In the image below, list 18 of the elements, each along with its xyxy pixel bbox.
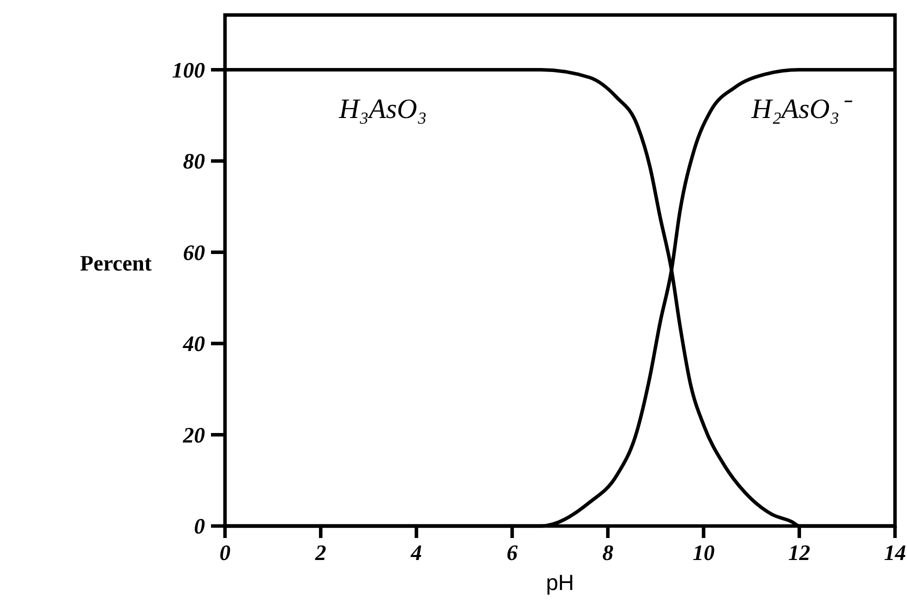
x-tick-label: 12 xyxy=(788,540,810,565)
x-tick-label: 8 xyxy=(602,540,614,565)
x-tick-label: 10 xyxy=(692,540,715,565)
y-axis-title: Percent xyxy=(80,250,152,276)
y-tick-label: 40 xyxy=(182,331,205,356)
x-tick-label: 6 xyxy=(506,540,518,565)
y-tick-label: 20 xyxy=(182,422,205,448)
series-label: H₃AsO₃ xyxy=(338,94,427,125)
x-tick-label: 4 xyxy=(410,540,422,565)
x-tick-label: 0 xyxy=(220,540,230,565)
y-tick-label: 80 xyxy=(183,148,205,174)
y-tick-label: 100 xyxy=(172,57,205,82)
y-tick-label: 0 xyxy=(194,514,205,539)
x-tick-label: 2 xyxy=(314,540,326,565)
y-tick-label: 60 xyxy=(183,240,205,265)
series-label: H₂AsO₃⁻ xyxy=(750,94,852,125)
x-axis-title: pH xyxy=(546,570,574,595)
x-tick-label: 14 xyxy=(884,540,906,565)
